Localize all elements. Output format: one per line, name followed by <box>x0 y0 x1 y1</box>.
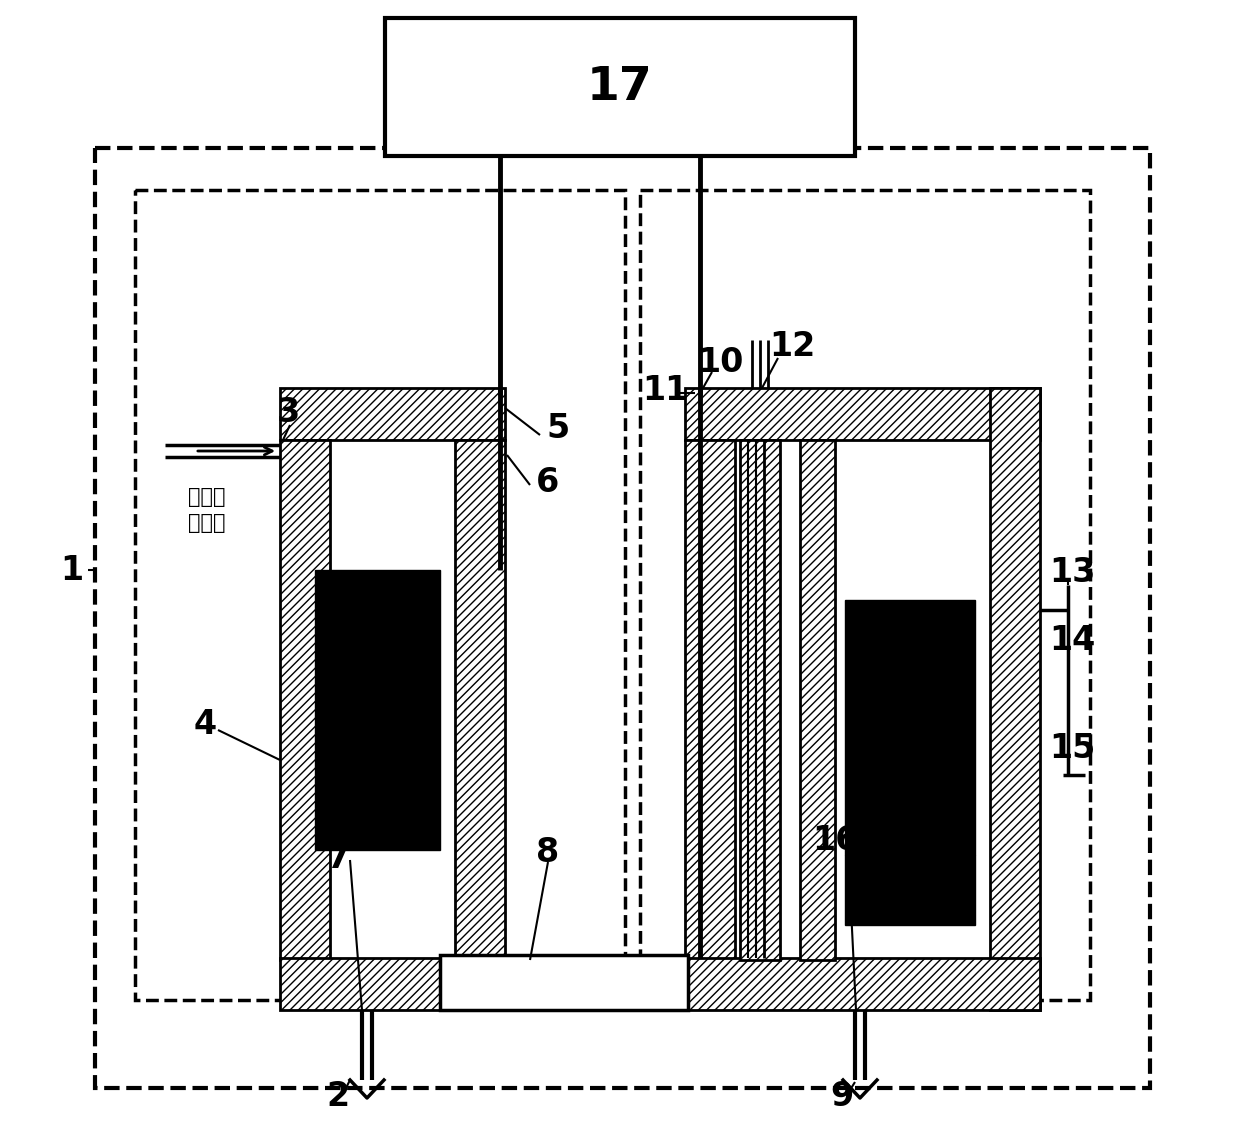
Bar <box>280 958 505 1010</box>
Bar <box>135 190 625 1000</box>
Bar <box>640 190 1090 1000</box>
Text: 13: 13 <box>1049 555 1095 589</box>
Bar <box>684 388 1040 440</box>
Text: 4: 4 <box>193 708 217 742</box>
Text: 16: 16 <box>812 823 858 857</box>
Text: 预处理
后水样: 预处理 后水样 <box>188 486 226 534</box>
Bar <box>990 388 1040 1010</box>
Text: 17: 17 <box>587 64 653 109</box>
Text: 11: 11 <box>642 374 688 406</box>
Text: 2: 2 <box>326 1080 350 1112</box>
Text: 8: 8 <box>537 835 559 868</box>
Bar <box>280 440 330 960</box>
Text: 9: 9 <box>831 1080 853 1112</box>
Bar <box>384 18 856 157</box>
Text: 7: 7 <box>326 841 350 875</box>
Text: 6: 6 <box>537 465 559 499</box>
Text: 15: 15 <box>1049 732 1095 765</box>
Text: 10: 10 <box>697 346 743 378</box>
Text: 3: 3 <box>277 395 300 429</box>
Bar <box>95 148 1149 1088</box>
Bar <box>740 440 780 960</box>
Bar <box>844 855 975 924</box>
Bar <box>800 440 835 960</box>
Bar <box>280 388 505 440</box>
Bar <box>844 600 975 855</box>
Text: 5: 5 <box>547 411 569 445</box>
Bar <box>455 440 505 960</box>
Bar <box>684 958 1040 1010</box>
Bar <box>440 955 688 1010</box>
Text: 14: 14 <box>1049 624 1095 656</box>
Text: 1: 1 <box>61 554 83 587</box>
Bar <box>684 440 735 960</box>
Bar <box>315 570 440 850</box>
Text: 12: 12 <box>769 330 815 363</box>
